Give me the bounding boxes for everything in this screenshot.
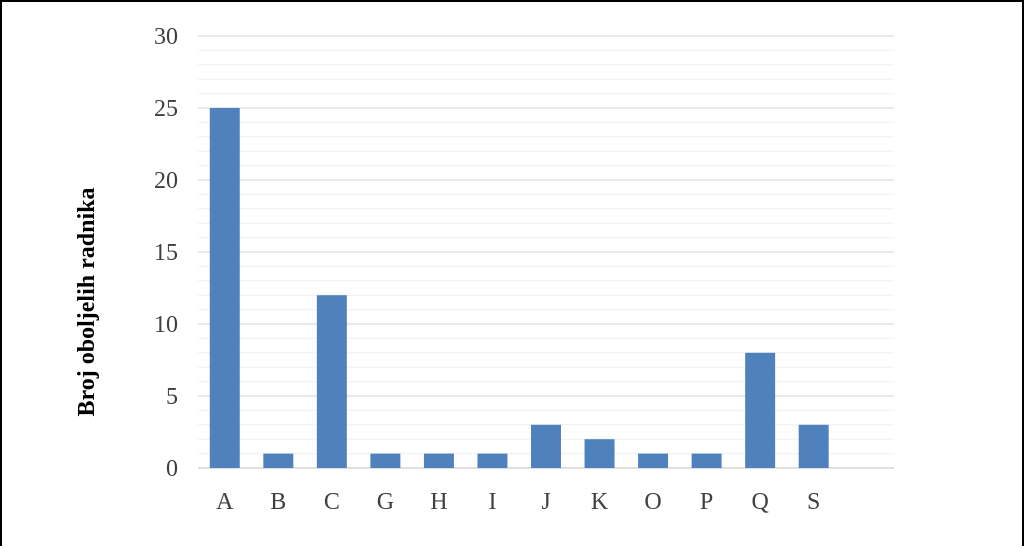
x-tick-label: S [807, 489, 820, 515]
bars [209, 108, 829, 468]
y-tick-label: 0 [166, 456, 178, 482]
bar-s [798, 424, 829, 468]
x-tick-label: Q [751, 489, 768, 515]
y-tick-label: 30 [154, 24, 178, 50]
bar-i [477, 453, 508, 468]
bar-b [263, 453, 294, 468]
bar-o [638, 453, 669, 468]
y-tick-label: 10 [154, 312, 178, 338]
y-axis-label: Broj oboljelih radnika [74, 188, 100, 417]
y-tick-label: 20 [154, 168, 178, 194]
y-tick-label: 25 [154, 96, 178, 122]
gridlines [198, 35, 894, 469]
x-tick-label: A [216, 489, 234, 515]
x-tick-label: I [488, 489, 496, 515]
bar-c [316, 295, 347, 468]
bar-k [584, 439, 615, 468]
bar-q [745, 352, 776, 468]
bar-a [209, 108, 240, 468]
x-tick-label: C [324, 489, 340, 515]
bar-h [423, 453, 454, 468]
x-tick-label: B [270, 489, 286, 515]
y-tick-labels: 0 5 10 15 20 25 30 [154, 24, 178, 482]
x-tick-label: K [591, 489, 609, 515]
x-tick-label: J [541, 489, 550, 515]
x-tick-label: H [430, 489, 447, 515]
bar-g [370, 453, 401, 468]
y-tick-label: 15 [154, 240, 178, 266]
bar-j [531, 424, 561, 468]
bar-p [691, 453, 722, 468]
x-tick-label: G [377, 489, 394, 515]
y-tick-label: 5 [166, 384, 178, 410]
x-tick-label: P [700, 489, 713, 515]
x-tick-label: O [644, 489, 661, 515]
